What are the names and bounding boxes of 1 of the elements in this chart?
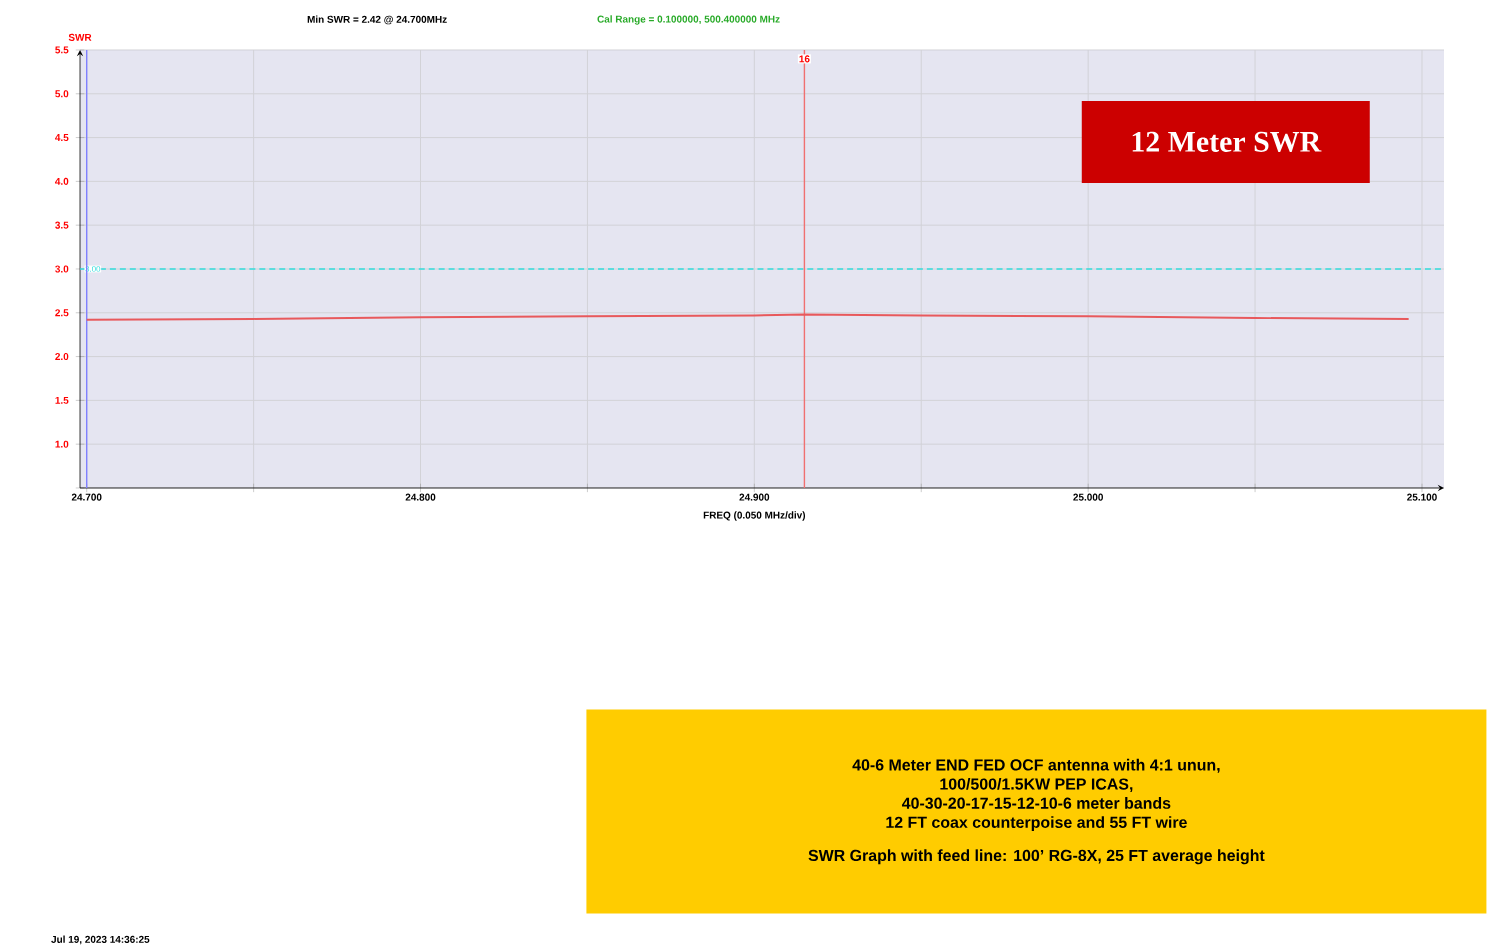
text: 12 Meter SWR [1132, 131, 1322, 153]
